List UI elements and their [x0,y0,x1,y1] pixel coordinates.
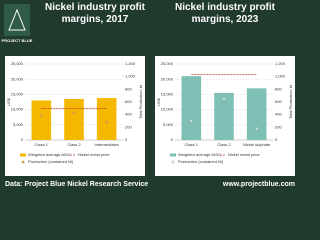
y-tick-label: 10,000 [11,107,24,112]
production-dot [72,111,76,115]
y2-tick-label: 1,000 [275,74,286,79]
legend-label: Production (contained Ni) [178,159,224,164]
y2-tick-label: 200 [275,124,282,129]
x-tick-label: Intermediates [95,142,119,147]
legend-label: Nickel metal price [228,152,260,157]
legend-swatch [20,153,26,157]
legend-label: Weighted average AISC [178,152,221,157]
logo-text: PROJECT BLUE [2,38,33,43]
y2-tick-label: 0 [125,137,128,142]
y2-tick-label: 0 [275,137,278,142]
y-tick-label: 0 [171,137,174,142]
y-tick-label: 20,000 [11,76,24,81]
y-tick-label: 5,000 [13,122,24,127]
y2-tick-label: 800 [275,86,282,91]
production-dot [255,127,259,131]
y2-tick-label: 1,200 [275,61,286,66]
legend-swatch [170,153,176,157]
production-dot [222,97,226,101]
bar [64,98,84,140]
bar [214,92,234,140]
y-tick-label: 15,000 [11,91,24,96]
chart-title: Nickel industry profit margins, 2017 [44,2,145,25]
y2-tick-label: 600 [125,99,132,104]
page: PROJECT BLUE 0 5,000 10,000 15,000 20,000 25,… [2,2,295,188]
production-dot [39,113,43,117]
production-dot [105,120,109,124]
legend-swatch [21,160,25,164]
y-tick-label: 15,000 [161,91,174,96]
x-tick-label: Class 2 [67,142,81,147]
x-tick-label: Class 1 [185,142,199,147]
legend-label: Nickel metal price [78,152,110,157]
y2-axis-label: Total Production, kt [138,84,143,119]
y2-tick-label: 1,200 [125,61,136,66]
legend-label: Weighted average AISC [28,152,71,157]
y-axis-label: US$ [6,97,11,106]
bar [181,76,202,140]
url: www.projectblue.com [222,181,295,188]
y-tick-label: 25,000 [11,61,24,66]
y-tick-label: 25,000 [161,61,174,66]
chart-title: Nickel industry profit margins, 2023 [174,2,275,25]
y2-tick-label: 600 [275,99,282,104]
bar [246,88,267,140]
chart: PROJECT BLUE 0 5,000 10,000 15,000 20,000 25,… [2,4,295,176]
x-tick-label: Class 2 [217,142,231,147]
y-axis-label: US$ [156,97,161,106]
y-tick-label: 5,000 [163,122,174,127]
production-dot [189,119,193,123]
bar [96,98,117,140]
y2-tick-label: 200 [125,124,132,129]
logo-icon [8,8,26,31]
legend-swatch [171,160,175,164]
y-tick-label: 20,000 [161,76,174,81]
y2-tick-label: 400 [125,112,132,117]
bar [31,100,52,140]
legend-label: Production (contained Ni) [28,159,74,164]
y2-tick-label: 400 [275,112,282,117]
source: Data: Project Blue Nickel Research Servi… [5,181,149,188]
x-tick-label: Class 1 [35,142,49,147]
y2-axis-label: Total Production, kt [288,84,293,119]
y2-tick-label: 800 [125,86,132,91]
x-tick-label: Nickel sulphate [243,142,271,147]
y-tick-label: 10,000 [161,107,174,112]
y2-tick-label: 1,000 [125,74,136,79]
y-tick-label: 0 [21,137,24,142]
